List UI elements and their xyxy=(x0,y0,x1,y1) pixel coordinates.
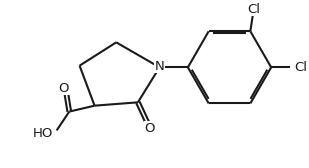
Text: N: N xyxy=(155,59,164,73)
Text: O: O xyxy=(59,82,69,95)
Text: HO: HO xyxy=(33,127,53,140)
Text: Cl: Cl xyxy=(294,61,307,74)
Text: O: O xyxy=(145,122,155,135)
Text: Cl: Cl xyxy=(247,3,260,16)
